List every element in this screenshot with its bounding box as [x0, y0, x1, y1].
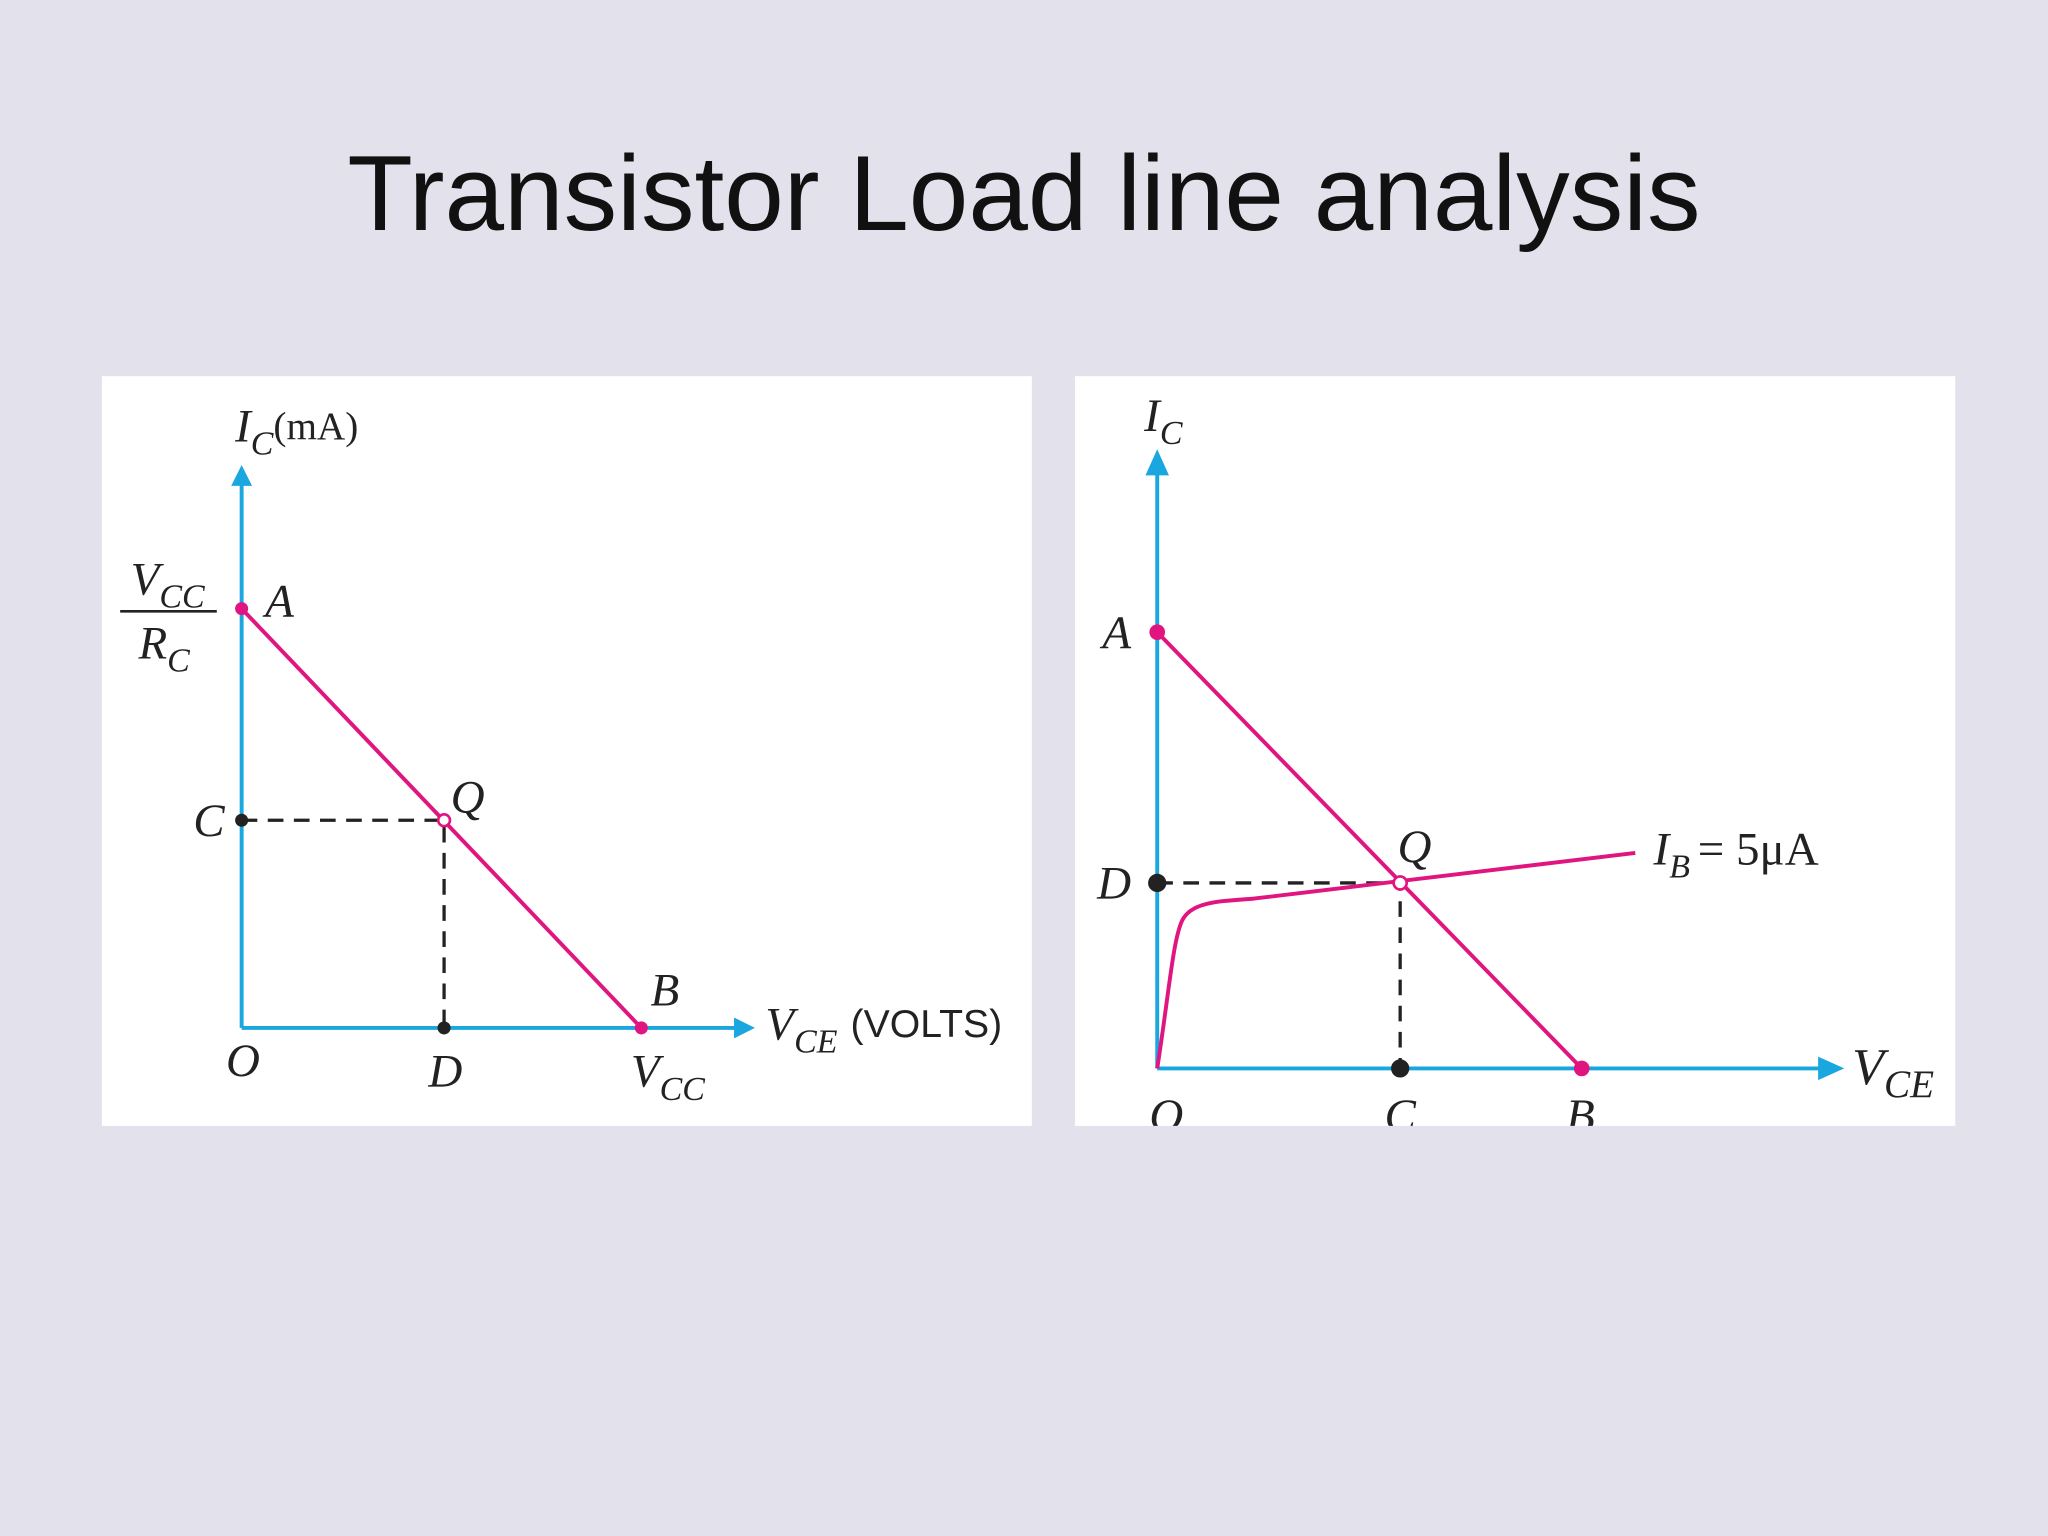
point-a	[235, 602, 249, 616]
x-axis-label: VCE (VOLTS)	[765, 999, 1002, 1061]
label-d: D	[1096, 858, 1131, 910]
point-c	[1391, 1059, 1410, 1078]
symbol: I	[234, 400, 253, 452]
subscript: CC	[159, 578, 205, 615]
left-diagram: IC(mA) VCC RC A C Q B O D VCC VCE (VOLTS)	[101, 376, 1032, 1126]
symbol: V	[765, 999, 799, 1051]
point-d	[437, 1021, 451, 1035]
x-axis-label: VCE	[1852, 1038, 1934, 1106]
subscript: CC	[660, 1071, 706, 1108]
label-q: Q	[451, 771, 485, 823]
point-b	[1573, 1060, 1590, 1077]
label-a: A	[1099, 607, 1131, 659]
subscript: CE	[1884, 1063, 1934, 1106]
symbol: R	[137, 617, 167, 669]
point-q	[436, 813, 452, 828]
ib-curve	[1155, 850, 1636, 1069]
subscript: B	[1669, 849, 1690, 886]
label-d: D	[427, 1046, 462, 1098]
label-c: C	[193, 795, 225, 847]
subscript: C	[251, 426, 274, 463]
label-o: O	[226, 1035, 260, 1087]
point-a	[1149, 624, 1166, 640]
symbol: V	[631, 1046, 665, 1098]
slide-title: Transistor Load line analysis	[347, 133, 1700, 253]
point-c	[235, 813, 249, 827]
point-q	[1392, 875, 1408, 891]
label-c: C	[1384, 1090, 1416, 1142]
point-b	[634, 1021, 648, 1035]
unit: (mA)	[273, 405, 358, 448]
curve-label: IB = 5μA	[1653, 824, 1819, 886]
symbol: V	[131, 553, 165, 605]
load-line	[1155, 630, 1584, 1070]
curve-value: = 5μA	[1698, 824, 1819, 876]
panel	[101, 376, 1032, 1126]
x-intercept-label: VCC	[631, 1046, 705, 1108]
subscript: C	[167, 642, 190, 679]
panel-clip: IC A D Q IB = 5μA VCE O C B	[1096, 390, 1934, 1142]
projection-lines	[241, 818, 446, 1028]
label-o: O	[1149, 1090, 1183, 1142]
subscript: CE	[794, 1024, 838, 1061]
right-diagram: IC A D Q IB = 5μA VCE O C B	[1074, 376, 1956, 1142]
y-axis-label: IC(mA)	[234, 400, 358, 462]
subscript: C	[1160, 415, 1183, 452]
symbol: I	[1653, 824, 1672, 876]
unit: (VOLTS)	[851, 1003, 1003, 1046]
axes	[1155, 470, 1824, 1071]
panel	[1074, 376, 1956, 1126]
label-b: B	[650, 965, 679, 1017]
label-b: B	[1566, 1090, 1595, 1142]
axes	[239, 483, 740, 1030]
y-axis-label: IC	[1143, 390, 1183, 452]
symbol: I	[1143, 390, 1162, 442]
point-d	[1148, 873, 1167, 893]
fraction-denominator: RC	[137, 617, 190, 679]
label-a: A	[262, 575, 294, 627]
label-q: Q	[1398, 821, 1432, 873]
fraction-numerator: VCC	[131, 553, 205, 615]
symbol: V	[1852, 1038, 1889, 1096]
